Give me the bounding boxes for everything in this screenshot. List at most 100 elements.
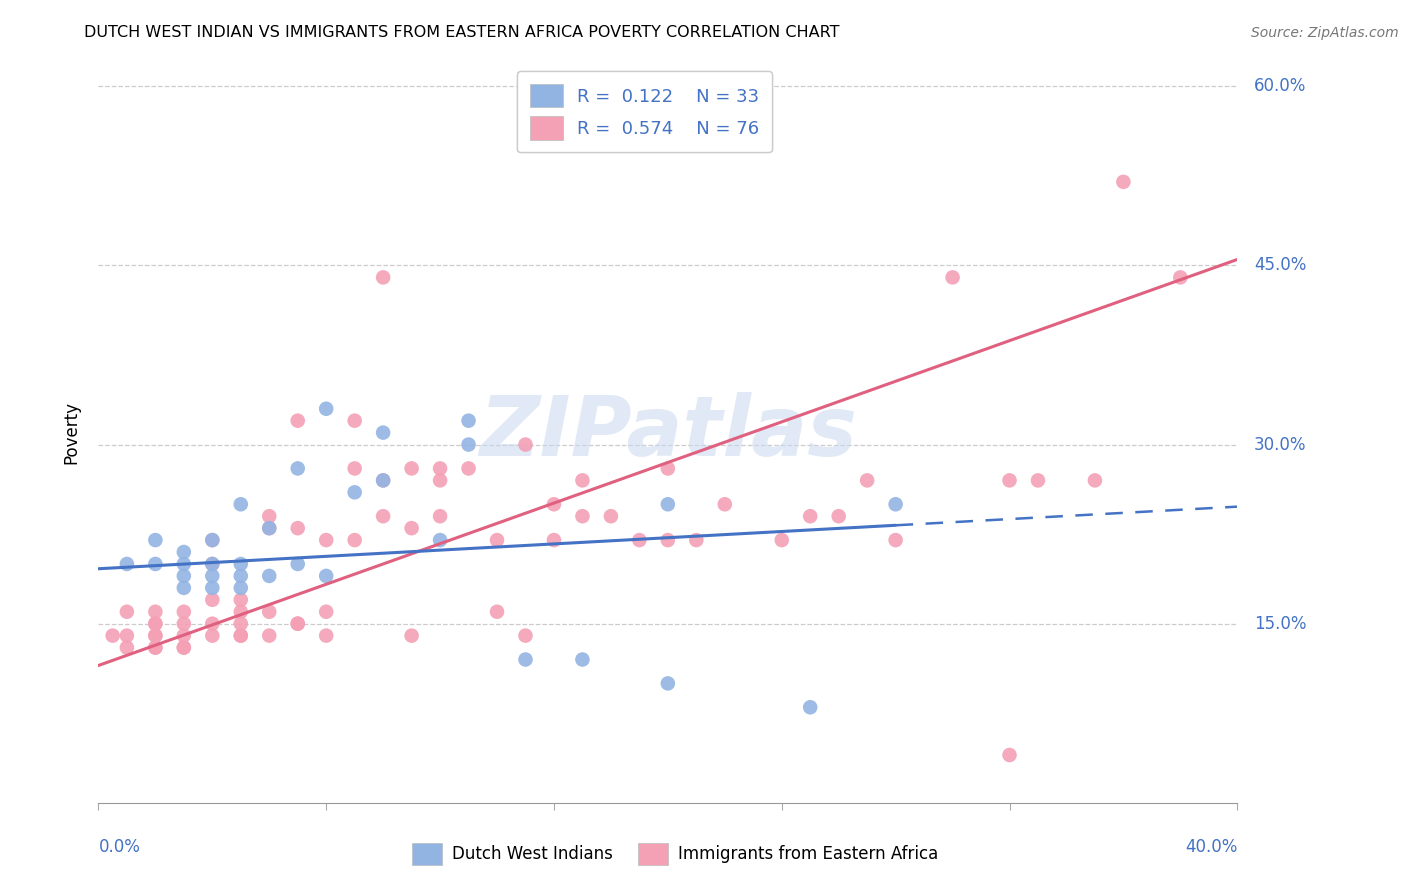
Point [201,592,224,607]
Point [315,401,337,416]
Point [515,629,537,643]
Point [429,461,451,475]
Point [173,581,195,595]
Point [229,569,252,583]
Point [1026,474,1049,488]
Point [486,605,509,619]
Point [373,270,395,285]
Point [515,652,537,666]
Point [343,461,366,475]
Point [429,474,451,488]
Point [429,533,451,547]
Point [145,533,167,547]
Point [201,557,224,571]
Point [173,557,195,571]
Text: ZIPatlas: ZIPatlas [479,392,856,473]
Point [1112,175,1135,189]
Point [343,533,366,547]
Point [287,616,309,631]
Point [628,533,651,547]
Point [401,521,423,535]
Point [287,616,309,631]
Point [315,533,337,547]
Point [259,569,281,583]
Point [229,592,252,607]
Point [173,605,195,619]
Point [287,557,309,571]
Text: 60.0%: 60.0% [1254,78,1306,95]
Point [145,557,167,571]
Point [942,270,965,285]
Point [828,509,851,524]
Point [799,509,821,524]
Point [571,652,593,666]
Point [714,497,737,511]
Point [229,557,252,571]
Point [571,474,593,488]
Y-axis label: Poverty: Poverty [62,401,80,464]
Point [229,629,252,643]
Point [145,629,167,643]
Point [1170,270,1192,285]
Point [201,557,224,571]
Point [543,497,565,511]
Point [229,497,252,511]
Text: Source: ZipAtlas.com: Source: ZipAtlas.com [1251,26,1399,40]
Point [145,629,167,643]
Text: 0.0%: 0.0% [98,838,141,856]
Point [343,485,366,500]
Point [543,533,565,547]
Point [884,497,907,511]
Point [429,509,451,524]
Point [173,569,195,583]
Point [799,700,821,714]
Point [287,521,309,535]
Point [401,461,423,475]
Point [770,533,793,547]
Point [115,605,138,619]
Point [173,640,195,655]
Point [201,616,224,631]
Point [343,414,366,428]
Point [201,569,224,583]
Point [115,629,138,643]
Point [998,747,1021,762]
Point [1084,474,1107,488]
Point [287,414,309,428]
Point [259,521,281,535]
Text: 45.0%: 45.0% [1254,256,1306,275]
Point [600,509,623,524]
Point [373,474,395,488]
Point [145,640,167,655]
Point [287,461,309,475]
Point [145,605,167,619]
Point [657,533,679,547]
Point [115,640,138,655]
Point [315,569,337,583]
Point [201,581,224,595]
Point [173,616,195,631]
Point [315,605,337,619]
Point [373,425,395,440]
Point [571,509,593,524]
Point [173,629,195,643]
Point [259,509,281,524]
Point [373,474,395,488]
Point [201,533,224,547]
Point [884,533,907,547]
Legend: Dutch West Indians, Immigrants from Eastern Africa: Dutch West Indians, Immigrants from East… [402,833,948,875]
Point [201,629,224,643]
Text: 30.0%: 30.0% [1254,435,1306,453]
Point [145,616,167,631]
Point [229,629,252,643]
Point [457,437,479,451]
Point [685,533,707,547]
Legend: R =  0.122    N = 33, R =  0.574    N = 76: R = 0.122 N = 33, R = 0.574 N = 76 [517,71,772,153]
Point [373,509,395,524]
Point [515,437,537,451]
Point [259,605,281,619]
Point [101,629,124,643]
Point [229,616,252,631]
Point [259,521,281,535]
Text: DUTCH WEST INDIAN VS IMMIGRANTS FROM EASTERN AFRICA POVERTY CORRELATION CHART: DUTCH WEST INDIAN VS IMMIGRANTS FROM EAS… [84,25,839,40]
